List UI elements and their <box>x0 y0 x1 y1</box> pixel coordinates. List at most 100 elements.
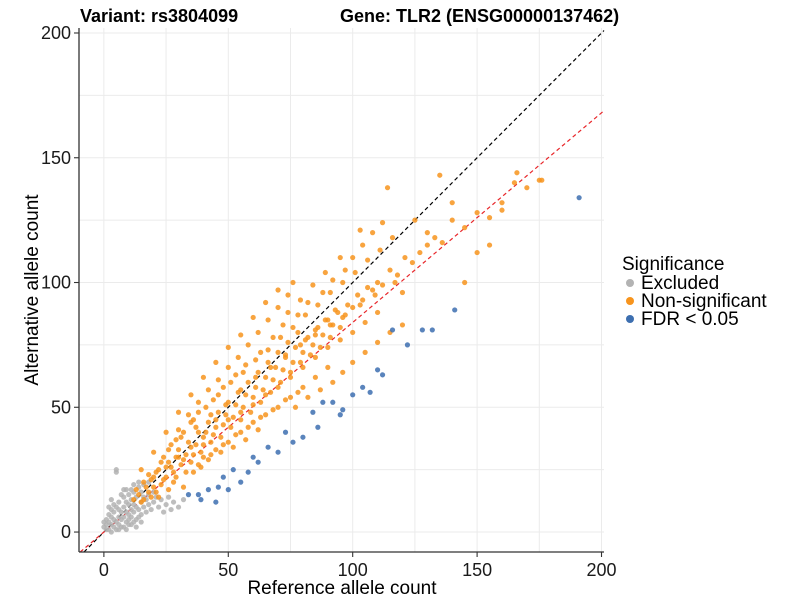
point-non-significant <box>165 459 172 465</box>
point-non-significant <box>243 392 249 398</box>
point-non-significant <box>173 454 179 460</box>
point-non-significant <box>292 344 299 350</box>
point-fdr-0-05 <box>320 399 326 405</box>
point-excluded <box>165 494 172 500</box>
point-non-significant <box>514 170 520 176</box>
point-non-significant <box>290 359 296 365</box>
point-non-significant <box>185 439 192 445</box>
point-non-significant <box>292 404 299 410</box>
point-non-significant <box>131 497 137 503</box>
point-fdr-0-05 <box>337 412 343 418</box>
point-excluded <box>121 487 127 493</box>
point-non-significant <box>409 259 416 266</box>
point-non-significant <box>195 409 202 415</box>
point-non-significant <box>165 447 172 453</box>
point-non-significant <box>342 267 348 273</box>
point-fdr-0-05 <box>198 497 204 503</box>
point-non-significant <box>402 254 408 261</box>
point-excluded <box>116 526 122 533</box>
point-non-significant <box>235 354 241 360</box>
point-non-significant <box>225 344 231 350</box>
point-non-significant <box>213 359 219 365</box>
point-non-significant <box>325 364 331 370</box>
point-non-significant <box>424 230 430 236</box>
point-non-significant <box>208 452 214 458</box>
point-non-significant <box>178 434 184 440</box>
point-fdr-0-05 <box>230 467 236 473</box>
point-non-significant <box>220 442 226 448</box>
point-non-significant <box>253 357 259 363</box>
x-tick-label: 100 <box>338 560 368 580</box>
point-non-significant <box>365 284 371 291</box>
point-non-significant <box>320 289 326 296</box>
point-non-significant <box>474 210 480 216</box>
point-non-significant <box>300 349 306 355</box>
point-excluded <box>143 509 149 515</box>
point-non-significant <box>223 412 229 418</box>
point-non-significant <box>185 412 192 418</box>
point-non-significant <box>173 437 179 443</box>
point-fdr-0-05 <box>238 479 244 485</box>
legend-key-fdr-0-05 <box>626 315 634 323</box>
point-fdr-0-05 <box>215 484 221 490</box>
point-non-significant <box>327 334 333 341</box>
point-non-significant <box>250 394 256 400</box>
point-non-significant <box>302 337 309 343</box>
point-non-significant <box>265 317 271 323</box>
point-excluded <box>128 521 134 528</box>
point-fdr-0-05 <box>340 407 346 413</box>
point-non-significant <box>188 392 194 398</box>
point-non-significant <box>200 374 207 380</box>
point-non-significant <box>205 387 211 393</box>
point-non-significant <box>253 374 259 380</box>
point-non-significant <box>350 254 356 261</box>
point-non-significant <box>133 487 139 493</box>
point-non-significant <box>275 349 281 355</box>
point-non-significant <box>280 322 286 328</box>
point-non-significant <box>285 339 291 345</box>
point-excluded <box>156 504 162 510</box>
point-non-significant <box>399 289 406 296</box>
y-tick-label: 150 <box>41 148 71 168</box>
point-non-significant <box>300 384 306 390</box>
point-non-significant <box>362 349 368 355</box>
point-non-significant <box>265 359 271 365</box>
point-excluded <box>131 509 137 515</box>
point-non-significant <box>193 424 199 430</box>
point-non-significant <box>384 185 391 191</box>
point-excluded <box>113 467 119 473</box>
point-fdr-0-05 <box>429 327 435 333</box>
point-non-significant <box>218 449 224 455</box>
point-non-significant <box>449 200 455 206</box>
point-excluded <box>126 501 132 508</box>
point-excluded <box>121 504 127 510</box>
point-non-significant <box>263 412 269 418</box>
point-non-significant <box>245 379 251 385</box>
point-fdr-0-05 <box>330 399 336 405</box>
point-non-significant <box>392 279 398 286</box>
point-non-significant <box>462 279 468 286</box>
y-axis-ticks: 0 50 100 150 200 <box>41 23 79 542</box>
y-tick-label: 200 <box>41 23 71 43</box>
point-non-significant <box>240 369 246 375</box>
point-fdr-0-05 <box>300 434 306 440</box>
point-non-significant <box>449 217 455 223</box>
point-non-significant <box>163 464 169 470</box>
point-fdr-0-05 <box>185 492 192 498</box>
point-non-significant <box>175 447 182 453</box>
point-non-significant <box>228 424 234 430</box>
point-non-significant <box>337 337 343 343</box>
point-non-significant <box>148 494 154 500</box>
point-non-significant <box>255 369 261 375</box>
point-fdr-0-05 <box>265 444 271 450</box>
point-non-significant <box>474 249 480 256</box>
legend-label-non-significant: Non-significant <box>641 291 767 312</box>
point-non-significant <box>183 452 189 458</box>
point-excluded <box>101 519 107 525</box>
point-non-significant <box>486 242 493 248</box>
point-non-significant <box>238 409 244 415</box>
point-non-significant <box>151 484 157 490</box>
point-non-significant <box>305 394 311 400</box>
point-non-significant <box>377 247 383 253</box>
point-non-significant <box>275 384 281 390</box>
